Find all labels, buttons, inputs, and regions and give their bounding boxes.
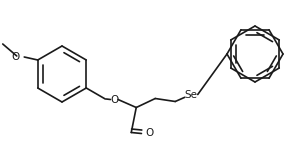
Text: Se: Se bbox=[185, 89, 198, 100]
Text: O: O bbox=[145, 129, 153, 138]
Text: O: O bbox=[110, 94, 118, 105]
Text: O: O bbox=[11, 52, 20, 62]
